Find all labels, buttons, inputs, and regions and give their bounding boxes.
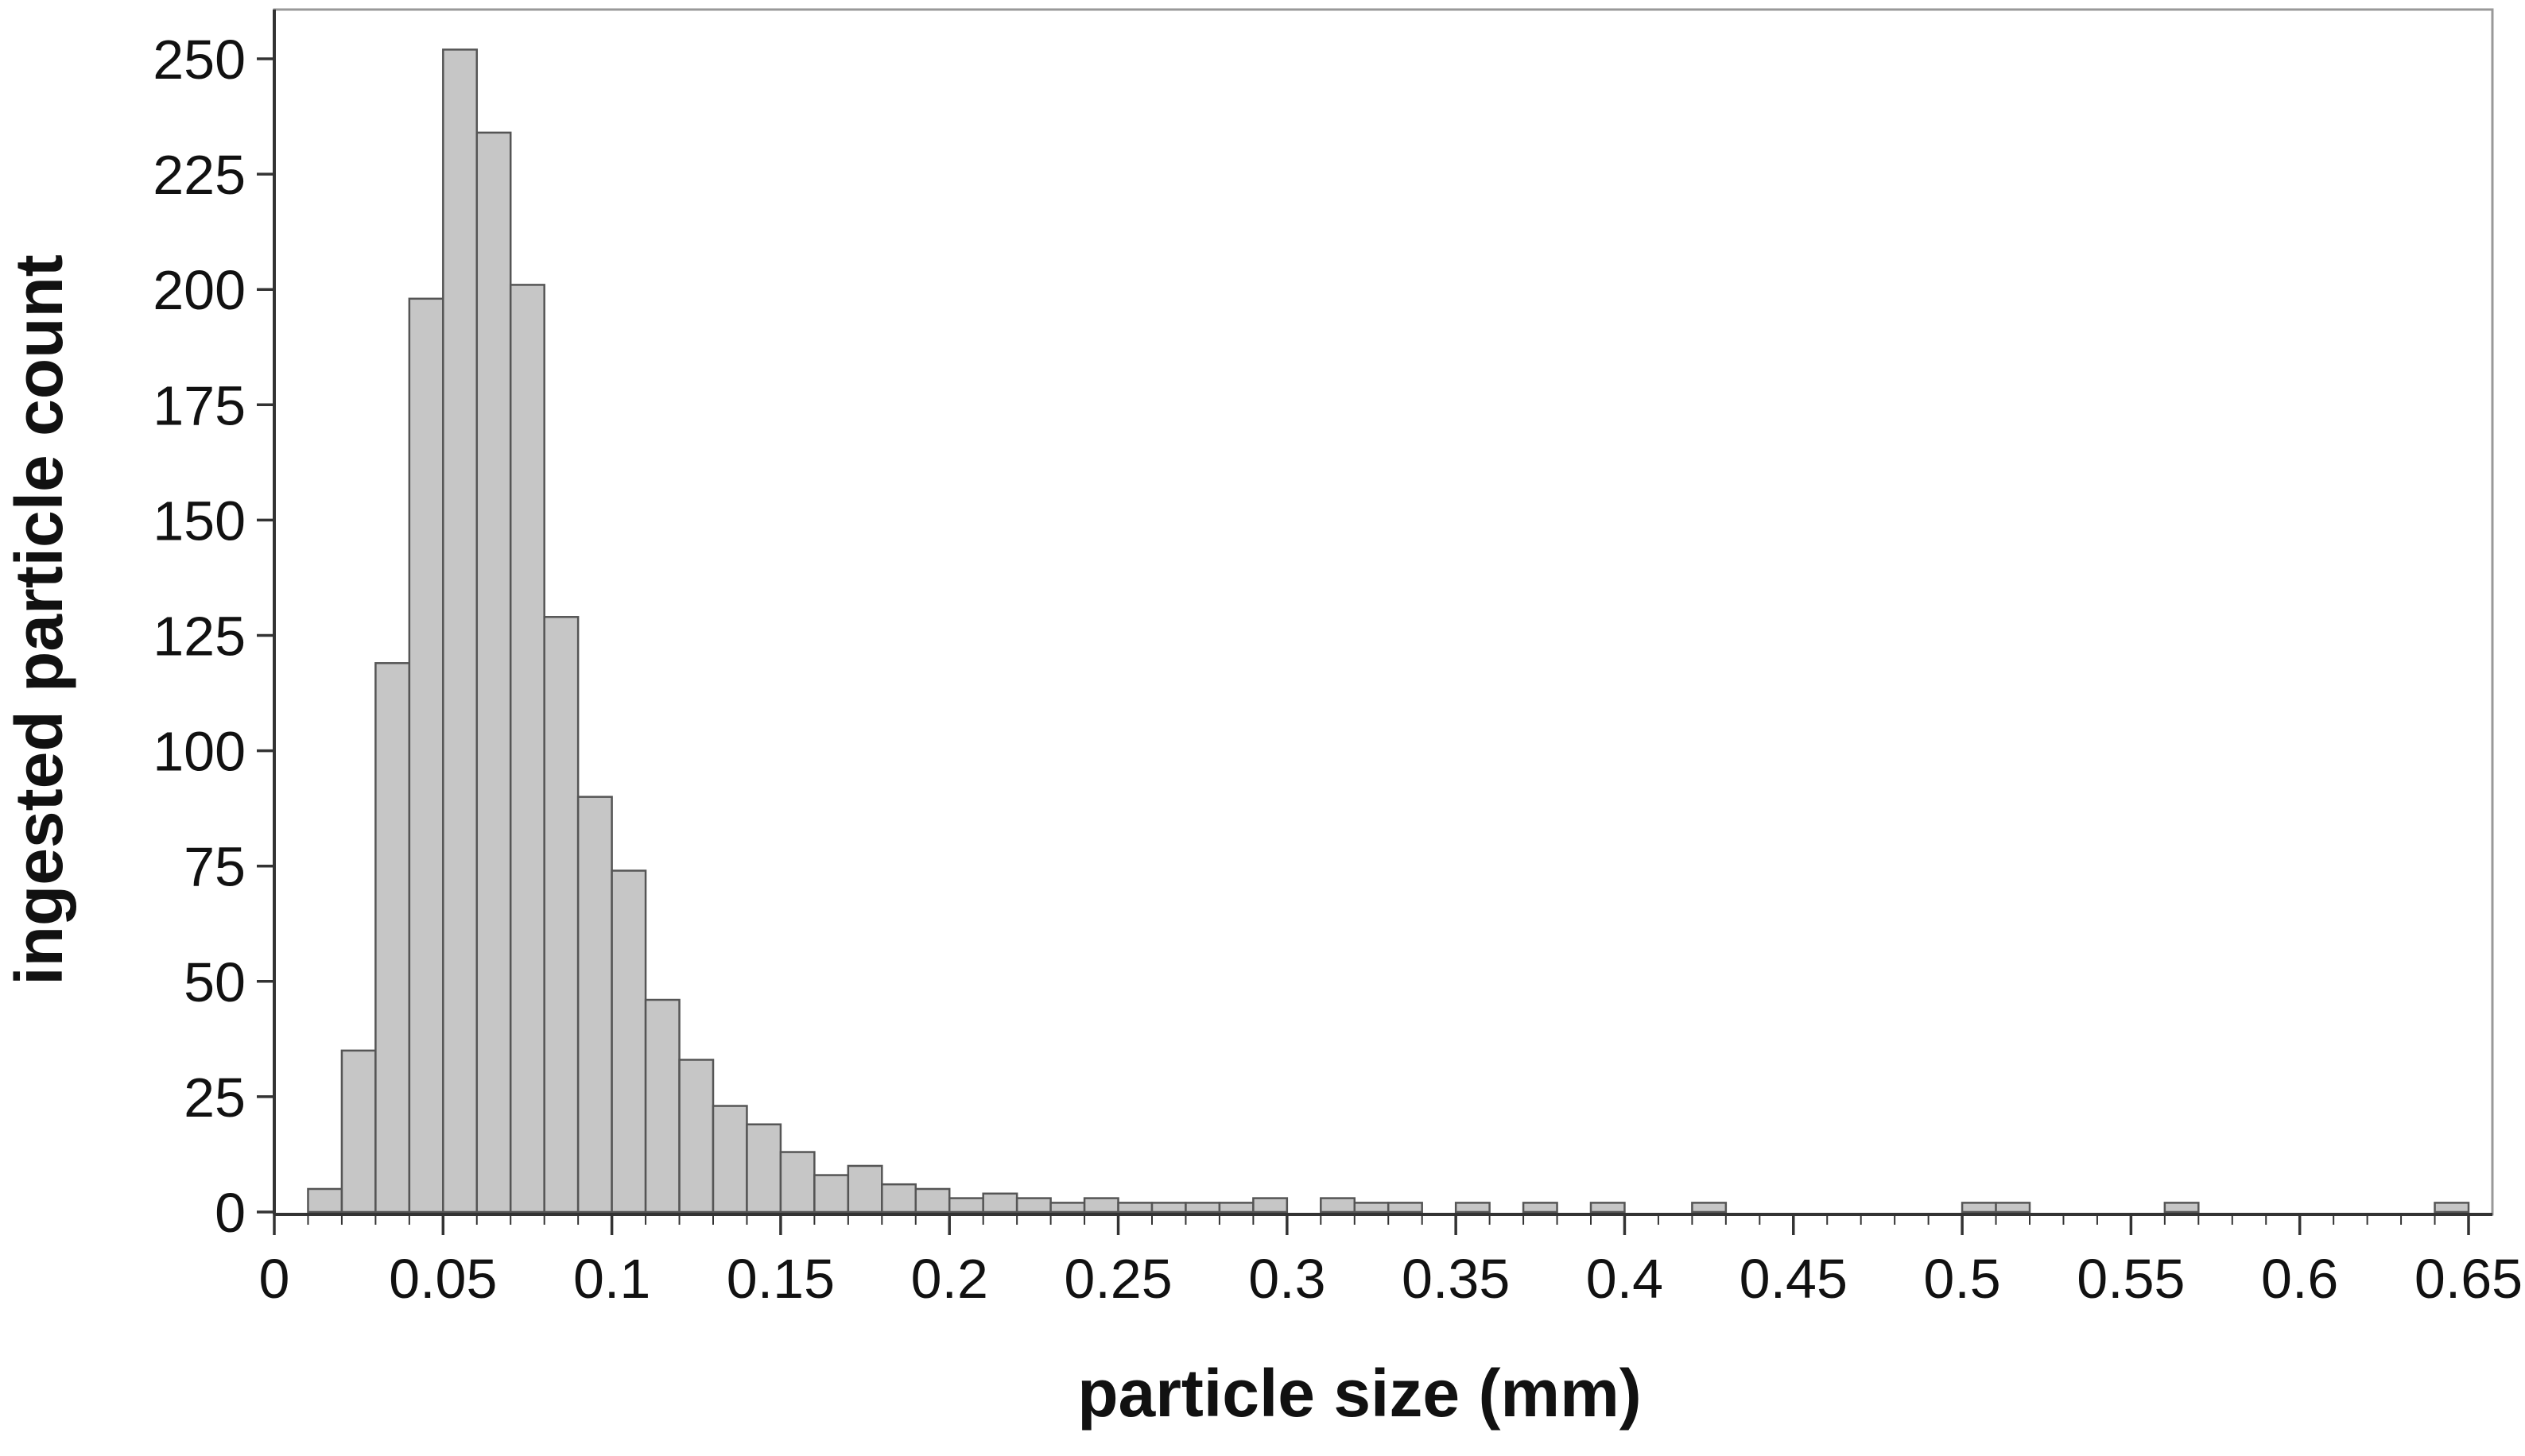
x-tick-label: 0.05 — [389, 1248, 497, 1310]
y-tick-label: 75 — [184, 836, 246, 898]
x-tick-label: 0.35 — [1402, 1248, 1510, 1310]
histogram-bar — [881, 1183, 917, 1214]
histogram-bar — [1015, 1197, 1052, 1214]
histogram-bar — [475, 131, 512, 1214]
histogram-bar — [1150, 1202, 1187, 1214]
histogram-bar — [611, 869, 647, 1214]
histogram-bar — [374, 662, 411, 1214]
y-tick-label: 200 — [153, 259, 246, 321]
axes-layer: 0 0.05 0.1 0.15 0.2 0.25 0.3 0.35 0.4 0.45 0.5 0.55… — [153, 10, 2523, 1310]
histogram-bar — [576, 796, 613, 1214]
x-tick-label: 0.2 — [911, 1248, 988, 1310]
histogram-bar — [1995, 1202, 2031, 1214]
histogram-bar — [307, 1187, 343, 1214]
x-tick-label: 0.45 — [1740, 1248, 1848, 1310]
histogram-bar — [2434, 1202, 2470, 1214]
histogram-bar — [914, 1187, 951, 1214]
y-tick-label: 250 — [153, 29, 246, 91]
x-tick-label: 0.4 — [1586, 1248, 1663, 1310]
histogram-bar — [1353, 1202, 1390, 1214]
x-tick-label: 0.65 — [2414, 1248, 2523, 1310]
histogram-bar — [1117, 1202, 1154, 1214]
histogram-bar — [644, 998, 681, 1214]
y-tick-label: 225 — [153, 144, 246, 206]
x-tick-label: 0.55 — [2077, 1248, 2185, 1310]
y-axis-title: ingested particle count — [2, 254, 76, 986]
y-tick-label: 25 — [184, 1067, 246, 1129]
histogram-bar — [948, 1197, 984, 1214]
x-tick-label: 0.3 — [1248, 1248, 1325, 1310]
histogram-bar — [1218, 1202, 1255, 1214]
y-tick-label: 50 — [184, 951, 246, 1013]
x-tick-label: 0.25 — [1064, 1248, 1172, 1310]
histogram-bar — [982, 1192, 1018, 1214]
histogram-bar — [1252, 1197, 1289, 1214]
y-tick-label: 0 — [215, 1182, 246, 1244]
x-tick-label: 0 — [259, 1248, 290, 1310]
y-tick-label: 150 — [153, 490, 246, 552]
y-tick-label: 100 — [153, 721, 246, 783]
histogram-bar — [408, 297, 444, 1214]
histogram-bar — [1961, 1202, 1997, 1214]
histogram-bar — [779, 1151, 816, 1214]
histogram-bar — [1589, 1202, 1626, 1214]
histogram-bar — [813, 1174, 850, 1214]
histogram-bar — [1320, 1197, 1356, 1214]
histogram-bar — [1387, 1202, 1423, 1214]
x-tick-label: 0.5 — [1923, 1248, 2000, 1310]
histogram-bar — [543, 616, 580, 1214]
histogram-bar — [2163, 1202, 2200, 1214]
histogram-bar — [1083, 1197, 1119, 1214]
bars-layer — [307, 48, 2470, 1214]
histogram-bar — [1522, 1202, 1558, 1214]
x-tick-label: 0.1 — [573, 1248, 650, 1310]
histogram-bar — [340, 1049, 377, 1214]
y-tick-label: 175 — [153, 374, 246, 436]
histogram-bar — [442, 48, 479, 1214]
x-axis-title: particle size (mm) — [1077, 1356, 1642, 1431]
histogram-bar — [1691, 1202, 1728, 1214]
histogram-bar — [678, 1059, 715, 1214]
x-tick-label: 0.6 — [2261, 1248, 2338, 1310]
histogram-bar — [1185, 1202, 1221, 1214]
histogram-bar — [1454, 1202, 1491, 1214]
histogram-bar — [1049, 1202, 1086, 1214]
histogram-bar — [712, 1105, 748, 1214]
histogram-bar — [509, 284, 545, 1214]
x-tick-label: 0.15 — [727, 1248, 835, 1310]
histogram-bar — [847, 1164, 883, 1214]
y-tick-label: 125 — [153, 606, 246, 668]
histogram-bar — [746, 1123, 782, 1214]
